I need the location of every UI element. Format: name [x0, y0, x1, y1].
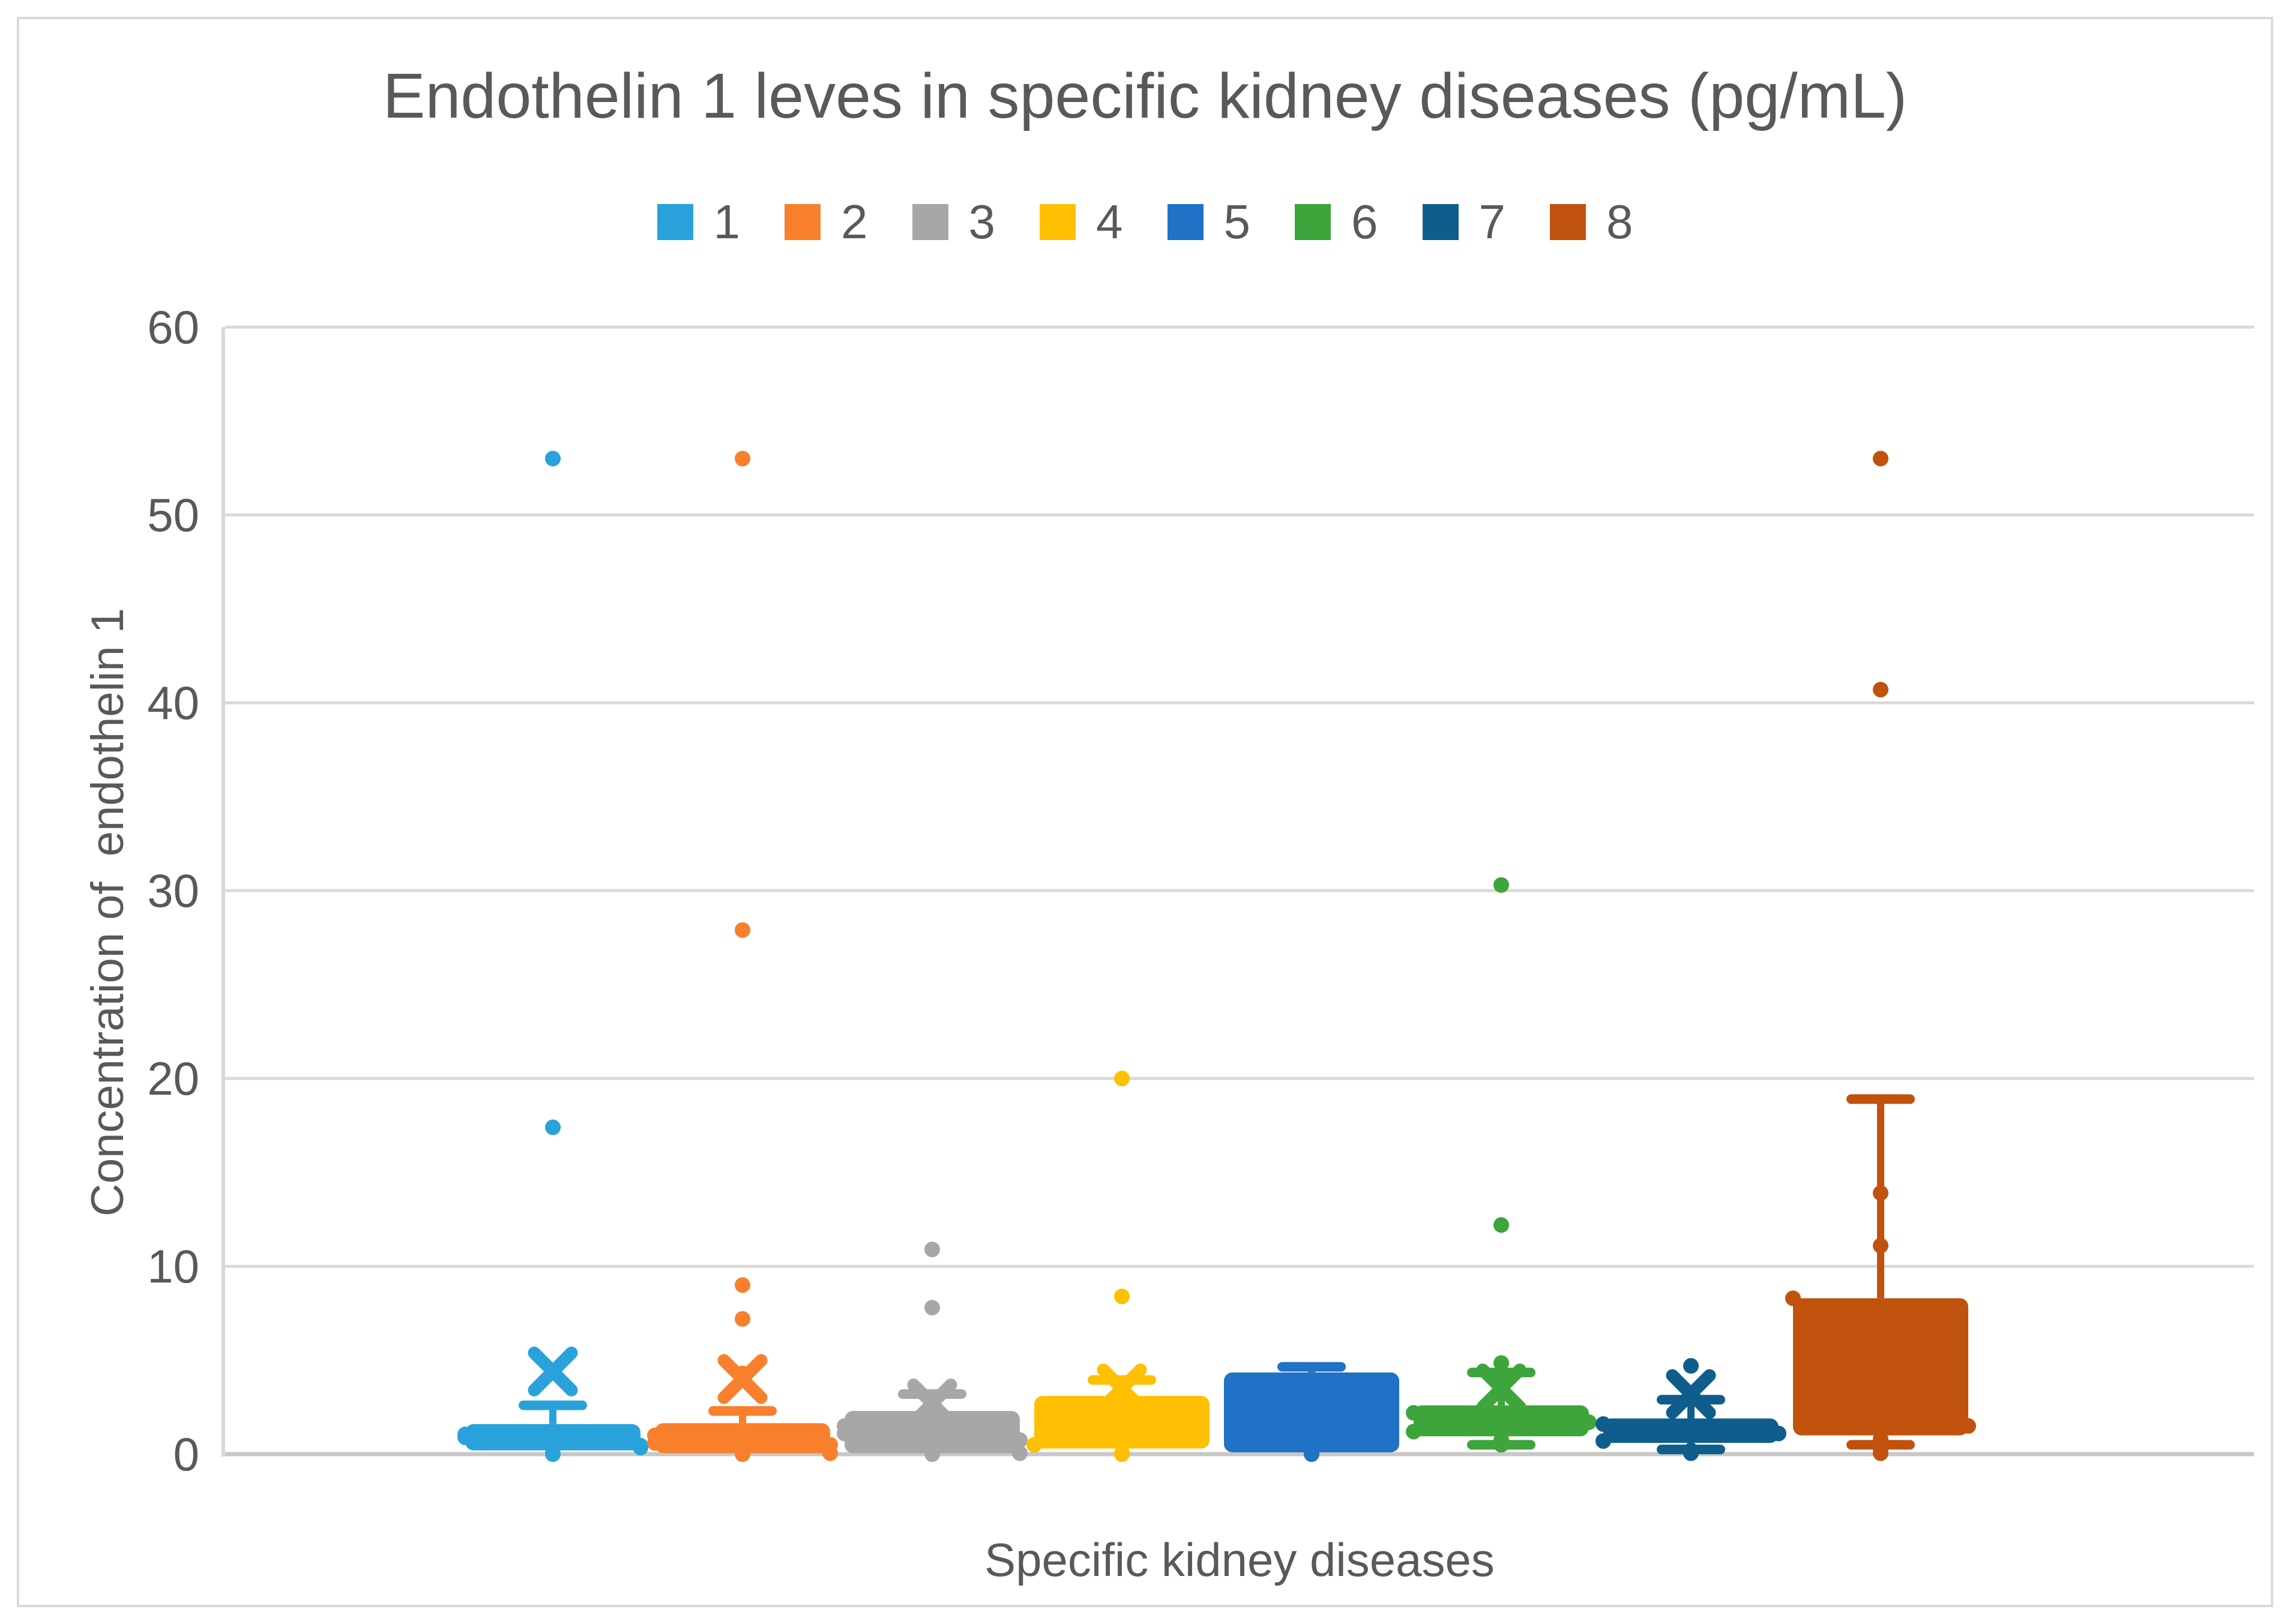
y-axis-title[interactable]: Concentration of endothelin 1 [82, 607, 133, 1217]
y-tick-label-40: 40 [147, 676, 199, 729]
outlier-point-series-3[interactable] [924, 1299, 940, 1316]
outlier-point-series-3[interactable] [924, 1241, 940, 1257]
mean-x-marker-series-1[interactable] [528, 1346, 578, 1397]
legend-item-2[interactable]: 2 [785, 198, 868, 246]
legend-swatch-1 [657, 204, 693, 240]
data-point-series-2[interactable] [647, 1435, 663, 1451]
outlier-point-series-2[interactable] [735, 451, 750, 467]
data-point-series-8[interactable] [1960, 1418, 1976, 1434]
legend-label-7: 7 [1478, 195, 1506, 248]
y-tick-label-50: 50 [147, 489, 199, 541]
box-series-7[interactable] [1603, 1418, 1779, 1443]
x-axis-title[interactable]: Specific kidney diseases [984, 1533, 1495, 1586]
outlier-point-series-8[interactable] [1873, 1238, 1888, 1254]
outlier-point-series-8[interactable] [1873, 1185, 1888, 1201]
box-series-4[interactable] [1034, 1395, 1210, 1449]
y-tick-label-60: 60 [147, 301, 199, 353]
data-point-series-2[interactable] [735, 1446, 750, 1462]
data-point-series-7[interactable] [1771, 1425, 1786, 1442]
y-tick-label-20: 20 [147, 1052, 199, 1105]
outlier-point-series-6[interactable] [1493, 877, 1509, 893]
box-series-2[interactable] [655, 1423, 830, 1454]
outlier-point-series-2[interactable] [735, 1311, 750, 1327]
chart-border [17, 17, 2273, 1607]
outlier-point-series-7[interactable] [1683, 1358, 1699, 1374]
chart-legend: 1 2 3 4 5 6 7 8 [0, 198, 2290, 246]
data-point-series-6[interactable] [1406, 1405, 1421, 1421]
data-point-series-8[interactable] [1785, 1290, 1801, 1307]
legend-swatch-7 [1422, 204, 1459, 240]
chart-title[interactable]: Endothelin 1 leves in specific kidney di… [382, 61, 1908, 131]
legend-item-5[interactable]: 5 [1167, 195, 1251, 248]
legend-label-6: 6 [1351, 195, 1378, 248]
outlier-point-series-1[interactable] [545, 451, 561, 467]
legend-item-8[interactable]: 8 [1550, 198, 1633, 246]
data-point-series-3[interactable] [1012, 1432, 1028, 1448]
data-point-series-3[interactable] [1012, 1445, 1028, 1461]
data-point-series-4[interactable] [1114, 1446, 1130, 1462]
data-point-series-3[interactable] [924, 1446, 940, 1462]
data-point-series-5[interactable] [1304, 1446, 1319, 1462]
mean-x-marker-series-4[interactable] [1097, 1363, 1147, 1413]
legend-label-1: 1 [713, 195, 741, 248]
outlier-point-series-8[interactable] [1873, 682, 1888, 698]
outlier-point-series-2[interactable] [735, 922, 750, 938]
mean-x-marker-series-3[interactable] [907, 1378, 957, 1428]
data-point-series-2[interactable] [822, 1445, 838, 1461]
box-series-3[interactable] [845, 1411, 1020, 1454]
legend-item-6[interactable]: 6 [1295, 198, 1378, 246]
mean-x-marker-series-7[interactable] [1666, 1369, 1716, 1419]
data-point-series-8[interactable] [1873, 1445, 1888, 1461]
data-point-series-6[interactable] [1493, 1437, 1509, 1453]
legend-swatch-3 [912, 204, 948, 240]
legend-swatch-8 [1550, 204, 1586, 240]
outlier-point-series-2[interactable] [735, 1277, 750, 1293]
box-series-1[interactable] [465, 1424, 640, 1451]
box-series-8[interactable] [1793, 1298, 1968, 1436]
data-point-series-6[interactable] [1406, 1424, 1421, 1440]
y-tick-label-0: 0 [173, 1428, 199, 1481]
data-point-series-4[interactable] [1026, 1437, 1042, 1453]
legend-item-3[interactable]: 3 [912, 195, 996, 248]
data-point-series-1[interactable] [633, 1440, 648, 1456]
data-point-series-6[interactable] [1581, 1414, 1597, 1430]
outlier-point-series-4[interactable] [1114, 1071, 1130, 1086]
outlier-point-series-4[interactable] [1114, 1289, 1130, 1305]
outlier-point-series-8[interactable] [1873, 451, 1888, 467]
legend-item-7[interactable]: 7 [1422, 195, 1506, 248]
data-point-series-7[interactable] [1683, 1445, 1699, 1461]
data-point-series-7[interactable] [1595, 1416, 1611, 1432]
legend-item-4[interactable]: 4 [1040, 198, 1123, 246]
legend-label-3: 3 [968, 195, 996, 248]
data-point-series-7[interactable] [1595, 1433, 1611, 1449]
legend-label-8: 8 [1606, 195, 1633, 248]
box-series-5[interactable] [1224, 1372, 1399, 1452]
legend-label-4: 4 [1096, 195, 1123, 248]
outlier-point-series-6[interactable] [1493, 1217, 1509, 1233]
legend-label-2: 2 [841, 195, 868, 248]
data-point-series-1[interactable] [545, 1446, 561, 1462]
data-point-series-1[interactable] [457, 1429, 473, 1445]
legend-swatch-5 [1167, 204, 1204, 240]
legend-swatch-2 [785, 204, 821, 240]
box-series-6[interactable] [1414, 1405, 1589, 1437]
mean-x-marker-series-6[interactable] [1476, 1363, 1526, 1413]
legend-item-1[interactable]: 1 [657, 195, 741, 248]
y-tick-label-10: 10 [147, 1240, 199, 1293]
outlier-point-series-1[interactable] [545, 1119, 561, 1135]
y-tick-label-30: 30 [147, 864, 199, 917]
outlier-point-series-6[interactable] [1493, 1355, 1509, 1371]
legend-swatch-6 [1295, 204, 1331, 240]
legend-label-5: 5 [1223, 195, 1251, 248]
outlier-point-series-2[interactable] [735, 1365, 750, 1382]
legend-swatch-4 [1040, 204, 1076, 240]
data-point-series-3[interactable] [837, 1425, 852, 1442]
